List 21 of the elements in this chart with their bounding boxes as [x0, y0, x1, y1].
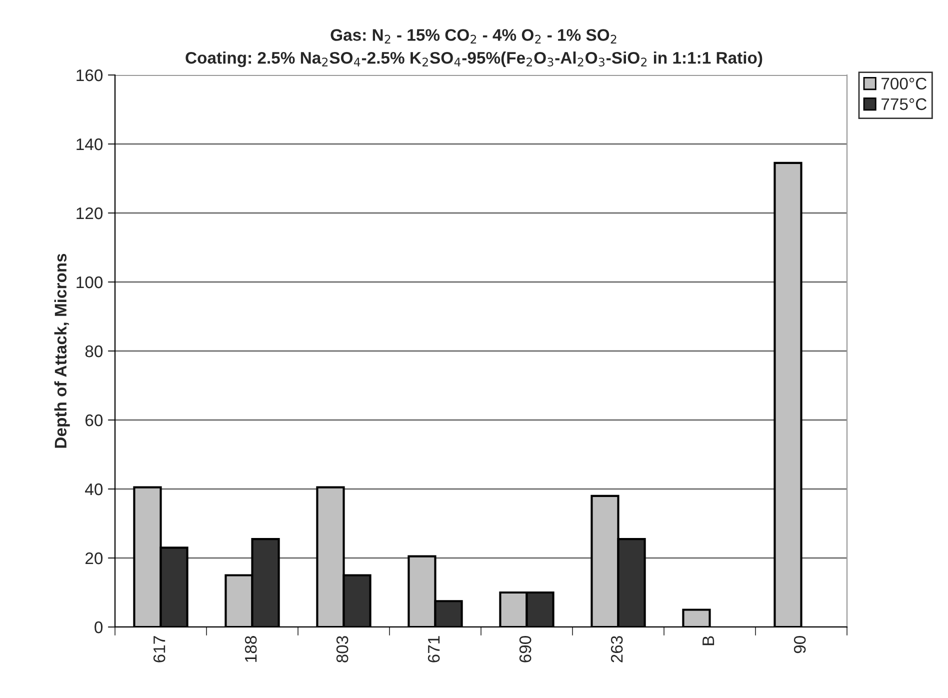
y-tick-label: 60	[86, 414, 103, 426]
x-tick-label: 90	[794, 636, 806, 654]
x-tick-label: 617	[153, 636, 166, 662]
y-tick-label: 160	[76, 69, 103, 82]
x-tick-label: B	[702, 636, 714, 646]
y-tick-label: 100	[76, 276, 103, 288]
y-tick-label: 40	[85, 483, 103, 496]
legend-label: 775°C	[882, 98, 927, 110]
legend-label: 700°C	[882, 78, 927, 90]
x-tick-label: 263	[610, 636, 623, 662]
chart-title: Gas: N$_{2}$ - 15% CO$_{2}$ - 4% O$_{2}$ - 1% SO$_{2}$ Coating: 2.5% Na$_{2}$SO$_{4}$-2.5% K$_{2}$SO$_{4}$-95%(Fe$_{2}$O$_{3}$-Al$_{2}$O$_{3}$-SiO$_{2}$ in 1:1:1 Ratio)	[186, 29, 762, 68]
y-axis-title: Depth of Attack, Microns	[54, 254, 70, 448]
y-tick-label: 140	[76, 138, 103, 150]
x-tick-label: 803	[336, 636, 348, 662]
y-tick-label: 0	[94, 621, 103, 634]
x-tick-label: 188	[244, 636, 257, 662]
y-tick-label: 20	[85, 552, 103, 564]
y-tick-label: 120	[76, 207, 103, 220]
x-tick-label: 690	[519, 636, 532, 662]
y-tick-label: 80	[85, 345, 103, 358]
x-tick-label: 671	[428, 636, 440, 662]
